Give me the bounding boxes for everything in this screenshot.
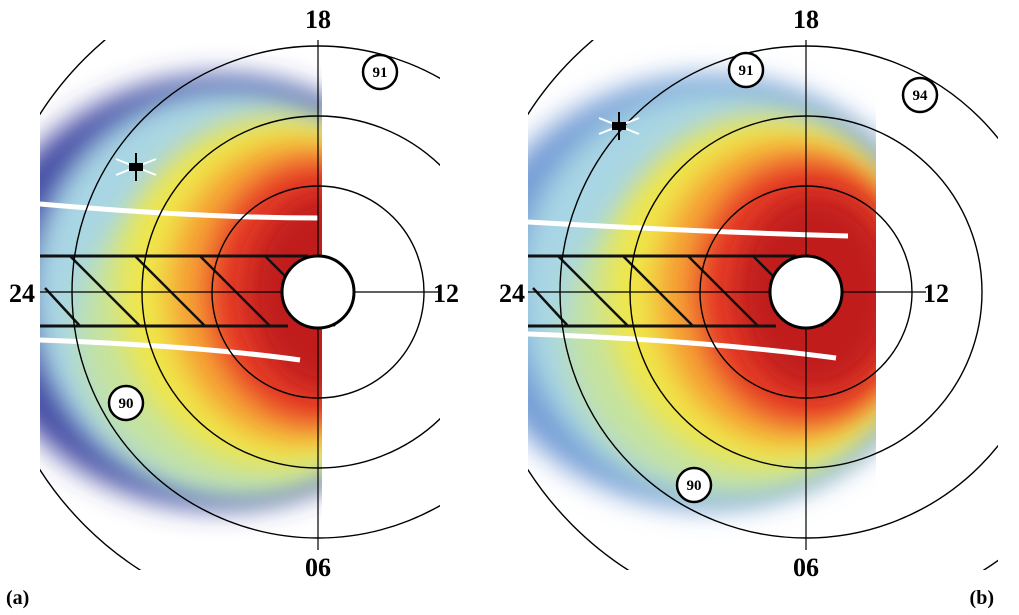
boundary-curve (40, 337, 301, 363)
satellite (612, 122, 626, 130)
hatch (622, 255, 694, 327)
marker-circle (107, 384, 145, 422)
hour-label: 12 (433, 279, 459, 308)
boundary-curve (40, 201, 319, 221)
marker-label: 91 (739, 63, 754, 79)
hour-label: 06 (793, 553, 819, 582)
marker-label: 90 (119, 396, 134, 412)
boundary-curve (528, 331, 837, 361)
hatch (69, 255, 141, 327)
marker-circle (361, 53, 399, 91)
rings (40, 40, 440, 570)
hour-label: 06 (305, 553, 331, 582)
right-mask (876, 40, 998, 570)
marker-label: 90 (687, 478, 702, 494)
hatch (557, 255, 629, 327)
hour-label: 24 (499, 279, 525, 308)
panel: 18 06 24 12 91 90 (a) (6, 5, 459, 609)
boundary-curve (528, 219, 849, 239)
marker-circle (727, 51, 765, 89)
panel: 18 06 24 12 91 94 90 (b) (499, 5, 998, 609)
hatch (199, 255, 271, 327)
hour-label: 24 (9, 279, 35, 308)
hour-label: 12 (923, 279, 949, 308)
hatch (134, 255, 206, 327)
pole-hole (768, 254, 844, 330)
rings (528, 40, 998, 570)
hatch (687, 255, 759, 327)
panel-label: (a) (6, 587, 29, 609)
pole-hole (280, 254, 356, 330)
panel-label: (b) (970, 587, 994, 609)
satellite (129, 163, 143, 171)
marker-circle (675, 466, 713, 504)
hour-label: 18 (793, 5, 819, 34)
marker-circle (901, 76, 939, 114)
marker-label: 91 (373, 65, 388, 81)
hour-label: 18 (305, 5, 331, 34)
marker-label: 94 (913, 88, 929, 104)
